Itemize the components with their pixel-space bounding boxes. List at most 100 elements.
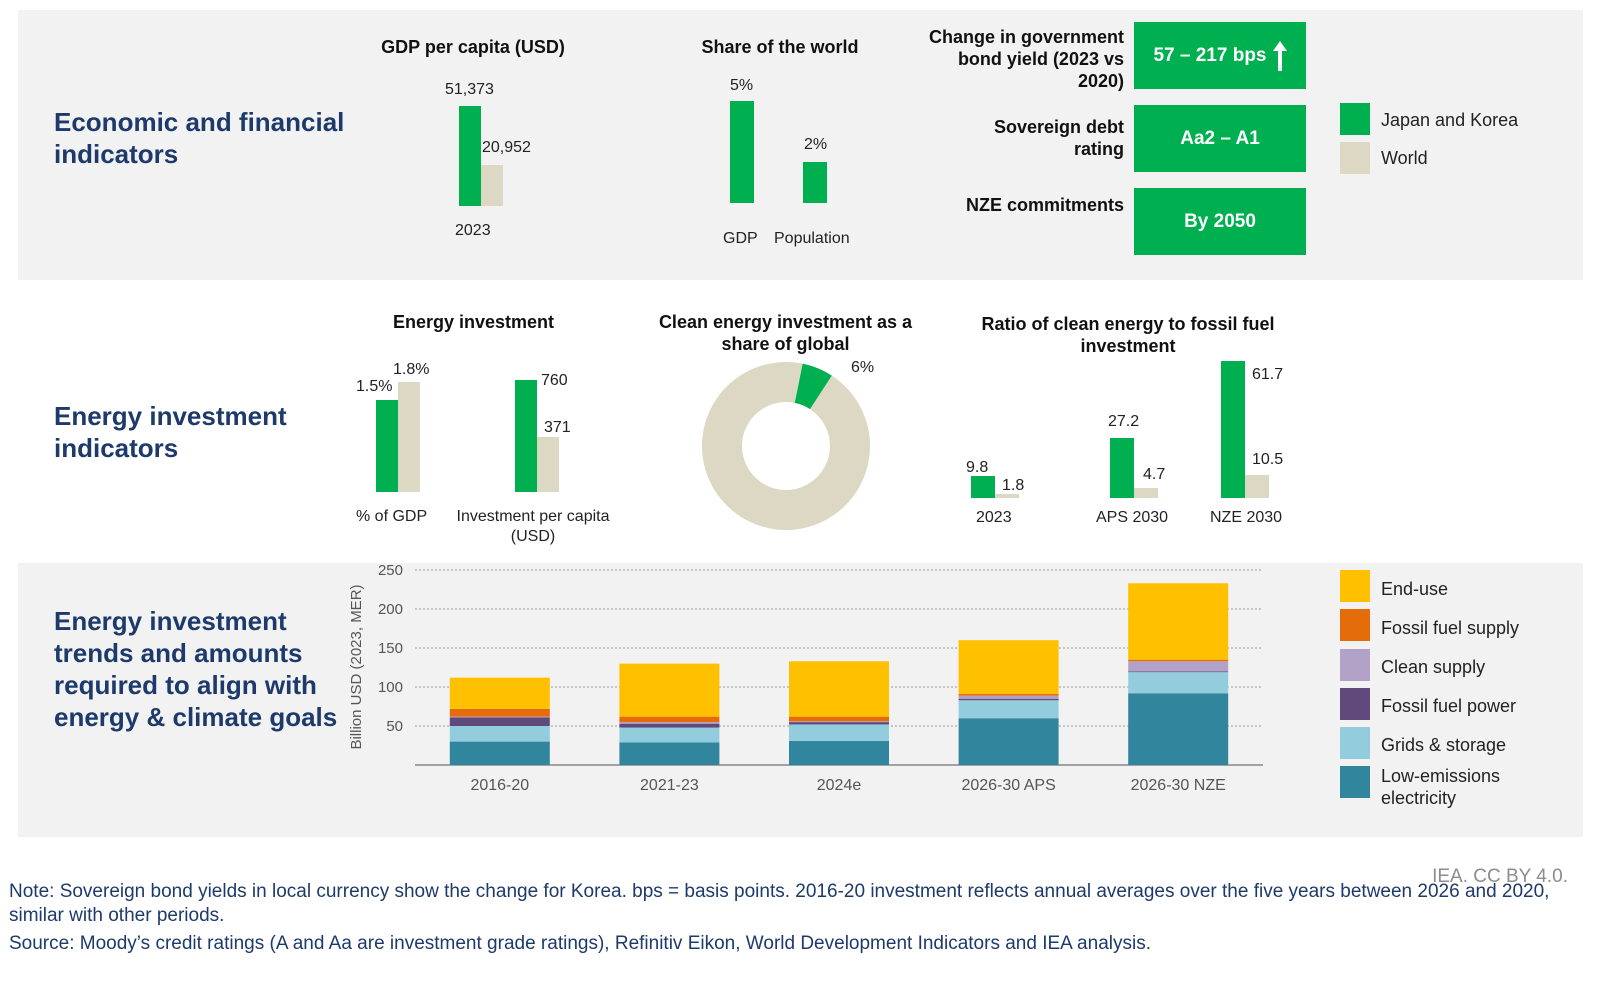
bar-segment-grids-storage xyxy=(619,727,720,743)
legend-swatch-world xyxy=(1340,142,1370,174)
bar-segment-clean-supply xyxy=(619,722,720,724)
gdp-jk-value-label: 51,373 xyxy=(445,81,494,98)
arrow-up-icon xyxy=(1272,40,1287,71)
gdp-per-capita-title: GDP per capita (USD) xyxy=(381,37,565,57)
ratio-title: Ratio of clean energy to fossil fuel inv… xyxy=(981,314,1275,356)
ratio-world-bar-aps xyxy=(1134,487,1158,498)
bar-segment-clean-supply xyxy=(958,695,1059,699)
share-population-bar xyxy=(803,162,827,203)
share-world-title: Share of the world xyxy=(701,37,859,57)
gdp-jk-bar xyxy=(459,106,481,206)
bar-segment-low-emissions-electricity xyxy=(449,741,550,765)
legend-swatch-clean-supply xyxy=(1340,649,1370,681)
energy-investment-title: Energy investment xyxy=(392,312,555,332)
bar-segment-fossil-fuel-supply xyxy=(619,716,720,723)
ratio-world-bar-2023 xyxy=(995,494,1019,498)
bar-segment-clean-supply xyxy=(449,716,550,718)
y-tick-label: 200 xyxy=(378,601,403,618)
bar-segment-clean-supply xyxy=(789,721,889,723)
legend-label-low-emissions: Low-emissions electricity xyxy=(1381,766,1501,808)
ratio-jk-bar-2023 xyxy=(971,476,995,498)
legend-swatch-fossil-fuel-power xyxy=(1340,688,1370,720)
note-text: Note: Sovereign bond yields in local cur… xyxy=(9,881,1550,926)
ei-gdp-jk-bar xyxy=(376,400,398,492)
ratio-jk-label-0: 9.8 xyxy=(966,459,989,476)
ratio-w-label-2: 10.5 xyxy=(1252,451,1284,468)
legend-label-end-use: End-use xyxy=(1381,579,1449,599)
kpi-bond-yield-label: Change in government bond yield (2023 vs… xyxy=(928,27,1124,91)
ei-gdp-jk-label: 1.5% xyxy=(356,378,393,395)
section-title-economic: Economic and financial indicators xyxy=(54,107,345,169)
bar-segment-grids-storage xyxy=(1128,672,1229,694)
bar-segment-fossil-fuel-supply xyxy=(449,708,550,717)
ratio-jk-bar-nze xyxy=(1221,361,1245,498)
legend-swatch-low-emissions xyxy=(1340,766,1370,798)
ei-gdp-world-bar xyxy=(398,382,420,492)
bar-segment-end-use xyxy=(449,677,550,709)
bar-segment-end-use xyxy=(958,640,1059,695)
ratio-chart: 9.8 1.8 27.2 4.7 61.7 10.5 2023 APS 2030… xyxy=(18,290,1583,555)
ratio-category-0: 2023 xyxy=(976,509,1012,526)
bar-segment-fossil-fuel-supply xyxy=(789,716,889,722)
ei-pc-w-label: 371 xyxy=(544,419,571,436)
ratio-category-1: APS 2030 xyxy=(1096,509,1169,526)
legend-label-clean-supply: Clean supply xyxy=(1381,657,1486,677)
y-tick-label: 150 xyxy=(378,640,403,657)
kpi-nze-label-wrap: NZE commitments xyxy=(918,194,1124,224)
credit-text: IEA. CC BY 4.0. xyxy=(1432,866,1568,887)
legend-swatch-japan-korea xyxy=(1340,103,1370,135)
section-title-energy-investment: Energy investment indicators xyxy=(54,401,287,463)
kpi-bond-yield-label-wrap: Change in government bond yield (2023 vs… xyxy=(918,24,1124,94)
bar-segment-grids-storage xyxy=(789,724,889,741)
share-population-category: Population xyxy=(774,230,850,247)
bar-segment-fossil-fuel-power xyxy=(1128,671,1229,673)
ratio-w-label-0: 1.8 xyxy=(1002,477,1025,494)
bar-segment-fossil-fuel-power xyxy=(619,723,720,728)
bar-segment-fossil-fuel-power xyxy=(789,722,889,725)
legend-label-grids-storage: Grids & storage xyxy=(1381,735,1507,755)
bar-segment-fossil-fuel-supply xyxy=(1128,659,1229,662)
ei-pc-world-bar xyxy=(537,437,559,492)
kpi-rating-label-wrap: Sovereign debt rating xyxy=(918,114,1124,164)
bar-segment-clean-supply xyxy=(1128,661,1229,672)
legend-label-world: World xyxy=(1381,148,1428,168)
ratio-world-bar-nze xyxy=(1245,474,1269,498)
source-text: Source: Moody’s credit ratings (A and Aa… xyxy=(9,933,1151,954)
gdp-world-value-label: 20,952 xyxy=(482,139,531,156)
y-axis-label: Billion USD (2023, MER) xyxy=(348,584,365,749)
ratio-w-label-1: 4.7 xyxy=(1143,466,1166,483)
x-tick-label: 2016-20 xyxy=(470,777,529,794)
ei-pc-category: Investment per capita (USD) xyxy=(456,508,610,545)
x-tick-label: 2024e xyxy=(817,777,862,794)
gdp-world-bar xyxy=(481,165,503,206)
clean-share-value-label: 6% xyxy=(851,359,875,376)
x-tick-label: 2026-30 APS xyxy=(961,777,1055,794)
kpi-nze-label: NZE commitments xyxy=(965,195,1124,215)
legend-label-fossil-fuel-supply: Fossil fuel supply xyxy=(1381,618,1520,638)
kpi-rating-box: Aa2 – A1 xyxy=(1134,105,1306,172)
bar-segment-low-emissions-electricity xyxy=(789,740,889,765)
ei-gdp-w-label: 1.8% xyxy=(393,361,430,378)
y-tick-label: 250 xyxy=(378,563,403,579)
donut-jk-slice xyxy=(794,363,832,410)
bar-segment-low-emissions-electricity xyxy=(958,718,1059,765)
bar-segment-low-emissions-electricity xyxy=(619,742,720,765)
ratio-jk-label-2: 61.7 xyxy=(1252,366,1284,383)
bar-segment-end-use xyxy=(619,663,720,717)
legend-label-fossil-fuel-power: Fossil fuel power xyxy=(1381,696,1517,716)
y-tick-label: 100 xyxy=(378,679,403,696)
ei-pc-jk-label: 760 xyxy=(541,372,568,389)
bar-segment-end-use xyxy=(1128,583,1229,660)
ei-pc-jk-bar xyxy=(515,380,537,492)
ratio-jk-label-1: 27.2 xyxy=(1108,413,1140,430)
economic-panel: Economic and financial indicators GDP pe… xyxy=(18,10,1583,280)
bar-segment-fossil-fuel-power xyxy=(449,717,550,726)
bar-segment-end-use xyxy=(789,661,889,717)
share-population-value-label: 2% xyxy=(804,136,828,153)
gdp-category-label: 2023 xyxy=(455,222,491,239)
y-tick-label: 50 xyxy=(386,718,403,735)
kpi-nze-value: By 2050 xyxy=(1184,210,1256,232)
ei-gdp-category: % of GDP xyxy=(356,508,428,525)
bar-segment-grids-storage xyxy=(958,700,1059,719)
legend-swatch-end-use xyxy=(1340,570,1370,602)
